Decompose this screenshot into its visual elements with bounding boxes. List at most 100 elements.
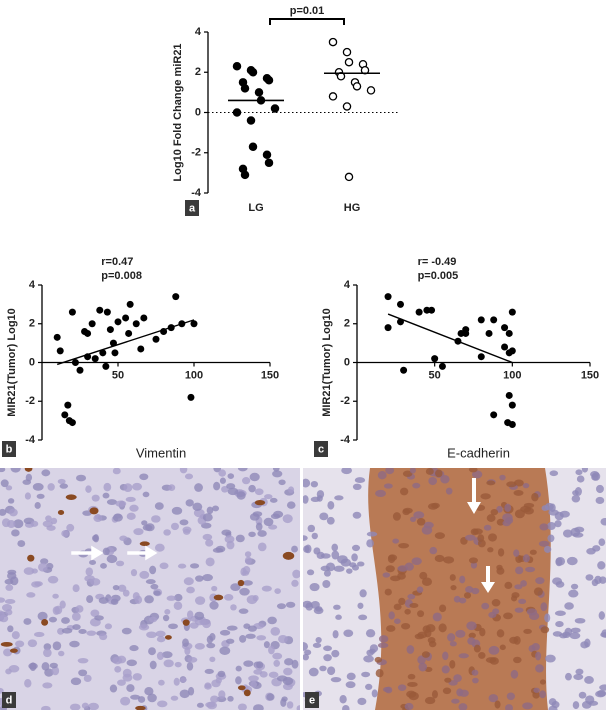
nucleus	[496, 505, 503, 513]
nucleus	[7, 625, 14, 633]
fit-line	[387, 313, 513, 364]
nucleus	[576, 475, 585, 483]
data-point	[384, 324, 392, 332]
nucleus	[48, 616, 58, 623]
nucleus	[540, 602, 548, 612]
nucleus	[147, 693, 157, 703]
nucleus	[285, 601, 296, 608]
nucleus	[352, 483, 362, 491]
nucleus	[477, 534, 485, 542]
nucleus	[5, 584, 14, 591]
nucleus	[345, 681, 356, 689]
nucleus	[443, 556, 455, 564]
nucleus	[463, 592, 472, 599]
nucleus	[323, 654, 332, 662]
nucleus	[303, 600, 313, 609]
nucleus	[406, 690, 417, 698]
nucleus	[564, 672, 572, 681]
nucleus	[248, 484, 256, 493]
nucleus	[366, 531, 378, 537]
stained-cell	[27, 554, 35, 562]
nucleus	[442, 651, 449, 661]
nucleus	[114, 665, 122, 673]
nucleus	[543, 545, 552, 553]
nucleus	[8, 664, 20, 673]
nucleus	[240, 567, 247, 577]
data-point	[501, 324, 509, 332]
x-tick-label: 100	[503, 369, 521, 381]
nucleus	[548, 705, 558, 710]
nucleus	[156, 651, 164, 661]
nucleus	[93, 534, 100, 543]
nucleus	[428, 476, 438, 486]
nucleus	[407, 681, 418, 687]
stained-cell	[139, 541, 150, 547]
stained-cell	[57, 510, 65, 515]
nucleus	[539, 523, 549, 531]
y-tick-label: -4	[340, 434, 351, 446]
data-point	[400, 366, 408, 374]
nucleus	[227, 487, 239, 496]
nucleus	[100, 562, 107, 569]
nucleus	[453, 674, 462, 682]
nucleus	[10, 576, 19, 586]
data-point	[352, 82, 362, 91]
nucleus	[316, 551, 325, 560]
nucleus	[59, 483, 69, 489]
nucleus	[156, 636, 166, 643]
nucleus	[539, 679, 546, 685]
nucleus	[354, 477, 366, 484]
nucleus	[106, 499, 118, 505]
data-point	[262, 150, 272, 160]
nucleus	[541, 505, 549, 512]
nucleus	[119, 535, 128, 542]
data-point	[61, 411, 69, 419]
nucleus	[212, 547, 224, 553]
nucleus	[213, 481, 221, 491]
y-tick-label: -4	[191, 187, 202, 199]
stained-cell	[213, 594, 224, 601]
nucleus	[291, 659, 299, 669]
nucleus	[445, 487, 453, 495]
nucleus	[316, 495, 323, 502]
nucleus	[331, 649, 340, 658]
nucleus	[47, 575, 59, 584]
nucleus	[574, 617, 586, 624]
nucleus	[27, 639, 38, 648]
stained-cell	[135, 705, 146, 710]
nucleus	[98, 597, 109, 604]
nucleus	[219, 477, 226, 484]
nucleus	[291, 579, 299, 587]
nucleus	[103, 482, 112, 492]
nucleus	[132, 673, 142, 681]
y-tick-label: -2	[191, 147, 201, 159]
nucleus	[382, 572, 391, 578]
arrow	[127, 545, 158, 561]
nucleus	[578, 691, 587, 699]
nucleus	[564, 602, 574, 610]
nucleus	[235, 665, 242, 672]
nucleus	[194, 642, 205, 650]
nucleus	[312, 642, 322, 648]
nucleus	[309, 582, 320, 592]
nucleus	[244, 551, 252, 558]
nucleus	[525, 566, 536, 573]
nucleus	[397, 684, 407, 691]
nucleus	[432, 612, 442, 622]
data-point	[232, 108, 242, 117]
nucleus	[319, 665, 327, 672]
nucleus	[41, 469, 51, 477]
nucleus	[598, 538, 606, 547]
nucleus	[402, 470, 413, 477]
nucleus	[304, 544, 312, 554]
panel-label-box	[305, 692, 319, 708]
nucleus	[206, 635, 213, 644]
nucleus	[581, 700, 592, 709]
nucleus	[57, 478, 66, 485]
nucleus	[570, 583, 579, 590]
separator	[300, 468, 303, 710]
nucleus	[272, 510, 284, 518]
nucleus	[78, 669, 88, 677]
nucleus	[183, 528, 191, 535]
data-point	[264, 158, 274, 168]
